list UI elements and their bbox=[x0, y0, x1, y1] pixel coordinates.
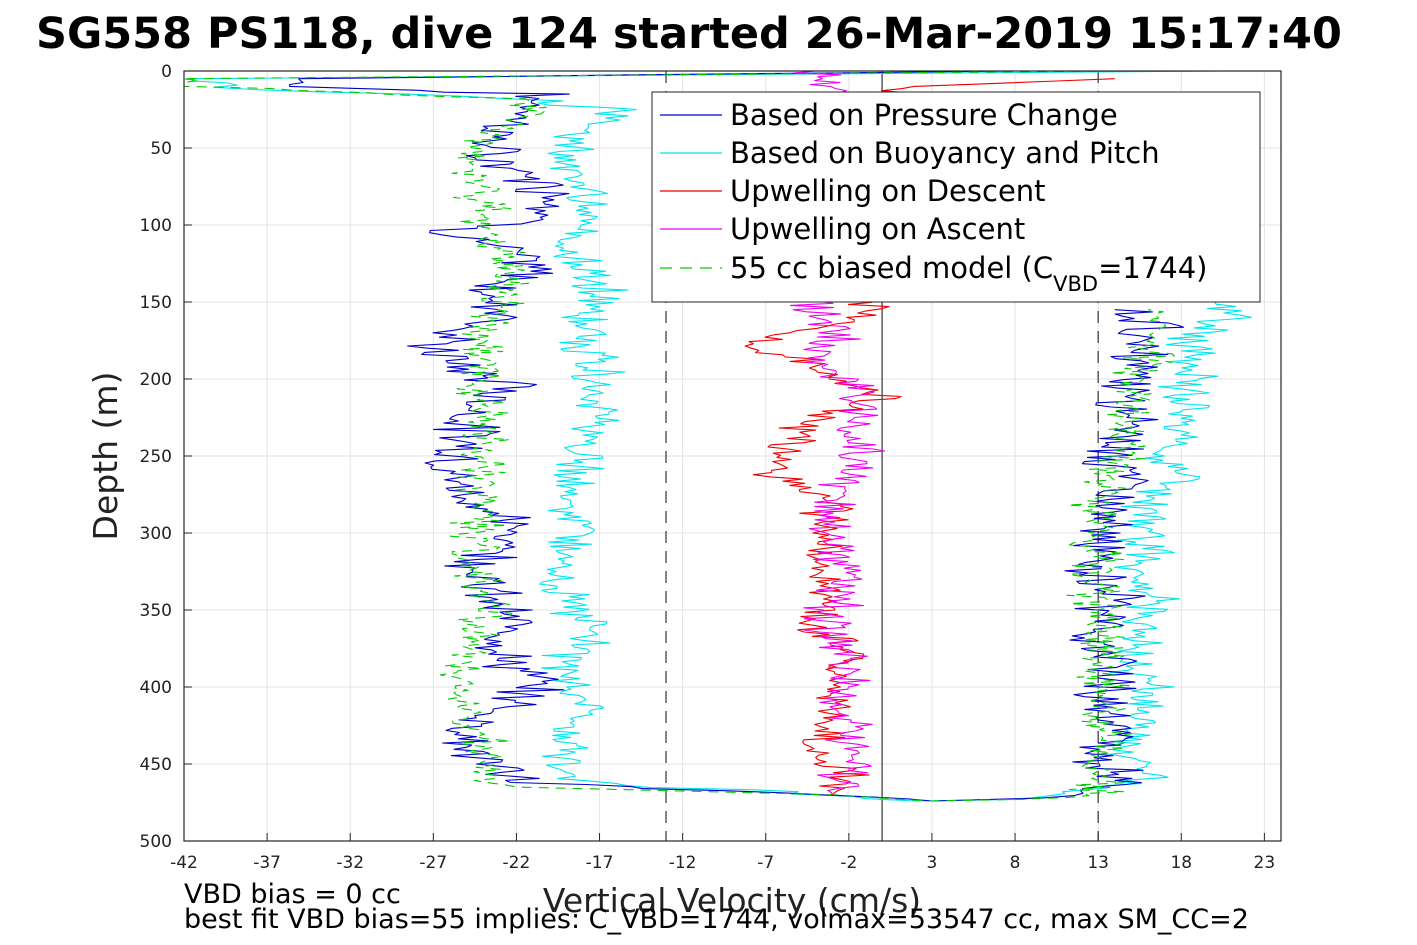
x-tick-label: 13 bbox=[1087, 853, 1109, 873]
legend-label-buoyancy: Based on Buoyancy and Pitch bbox=[730, 136, 1160, 170]
legend-label-model-sub: VBD bbox=[1053, 272, 1098, 296]
legend-label-model: 55 cc biased model (CVBD=1744) bbox=[730, 251, 1208, 296]
legend-box bbox=[651, 91, 1261, 303]
x-tick-label: -7 bbox=[757, 853, 774, 873]
y-tick-label: 150 bbox=[140, 293, 172, 313]
y-tick-label: 200 bbox=[140, 370, 172, 390]
series-line-1 bbox=[190, 71, 1252, 802]
x-tick-label: 23 bbox=[1254, 853, 1276, 873]
x-tick-label: 18 bbox=[1170, 853, 1192, 873]
x-tick-label: -37 bbox=[253, 853, 281, 873]
x-axis-ticks: -42 -37 -32 -27 -22 -17 -12 -7 -2 3 8 13 18 23 bbox=[170, 833, 1275, 873]
series-line-0 bbox=[289, 71, 1185, 802]
y-tick-label: 500 bbox=[140, 832, 172, 852]
y-tick-label: 50 bbox=[150, 139, 172, 159]
y-axis-label: Depth (m) bbox=[86, 372, 125, 541]
y-tick-label: 250 bbox=[140, 447, 172, 467]
y-tick-label: 100 bbox=[140, 216, 172, 236]
x-tick-label: -27 bbox=[419, 853, 447, 873]
y-axis-ticks: 0 50 100 150 200 250 300 350 400 450 500 bbox=[140, 62, 192, 852]
x-tick-label: -42 bbox=[170, 853, 198, 873]
legend-label-model-main: 55 cc biased model (C bbox=[730, 251, 1053, 285]
footer-vbd-bias: VBD bias = 0 cc bbox=[184, 879, 401, 910]
legend-label-pressure: Based on Pressure Change bbox=[730, 98, 1118, 132]
x-tick-label: -2 bbox=[840, 853, 857, 873]
chart-title: SG558 PS118, dive 124 started 26-Mar-201… bbox=[36, 9, 1342, 59]
y-tick-label: 300 bbox=[140, 524, 172, 544]
x-tick-label: 3 bbox=[927, 853, 938, 873]
x-tick-label: -17 bbox=[586, 853, 614, 873]
y-tick-label: 0 bbox=[161, 62, 172, 82]
footer-best-fit: best fit VBD bias=55 implies: C_VBD=1744… bbox=[184, 904, 1249, 935]
y-tick-label: 400 bbox=[140, 678, 172, 698]
legend-label-model-tail: =1744) bbox=[1098, 251, 1207, 285]
legend-label-ascent: Upwelling on Ascent bbox=[730, 212, 1025, 246]
x-axis-label: Vertical Velocity (cm/s) bbox=[543, 881, 921, 920]
y-tick-label: 450 bbox=[140, 755, 172, 775]
legend: Based on Pressure Change Based on Buoyan… bbox=[651, 91, 1261, 303]
x-tick-label: -22 bbox=[503, 853, 531, 873]
x-tick-label: -32 bbox=[336, 853, 364, 873]
series-line-4 bbox=[184, 71, 1175, 802]
x-tick-label: -12 bbox=[669, 853, 697, 873]
x-tick-label: 8 bbox=[1010, 853, 1021, 873]
legend-label-descent: Upwelling on Descent bbox=[730, 174, 1046, 208]
y-tick-label: 350 bbox=[140, 601, 172, 621]
